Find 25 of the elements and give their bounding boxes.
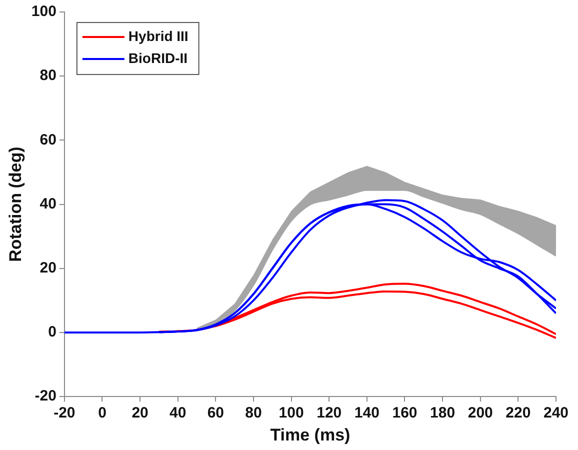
x-tick-label: 0 (98, 404, 106, 422)
x-axis-title: Time (ms) (270, 425, 350, 444)
y-tick-label: 40 (40, 195, 56, 212)
y-tick-label: 0 (48, 324, 56, 341)
y-tick-label: 60 (40, 131, 56, 148)
y-tick-label: 20 (40, 260, 56, 277)
x-tick-label: 40 (170, 404, 186, 422)
x-tick-label: 140 (354, 404, 380, 422)
x-tick-label: 60 (207, 404, 224, 422)
x-tick-label: -20 (54, 404, 76, 422)
y-axis-title: Rotation (deg) (6, 146, 25, 262)
y-tick-label: 100 (31, 3, 56, 20)
x-tick-label: 160 (392, 404, 418, 422)
x-tick-label: 120 (316, 404, 342, 422)
y-tick-label: 80 (40, 67, 56, 84)
legend-label: BioRID-II (128, 50, 188, 66)
x-tick-label: 180 (430, 404, 456, 422)
x-tick-label: 240 (543, 404, 569, 422)
x-tick-label: 80 (245, 404, 262, 422)
x-tick-label: 220 (506, 404, 531, 422)
x-tick-label: 200 (468, 404, 493, 422)
x-tick-label: 20 (132, 404, 148, 422)
y-tick-label: -20 (34, 388, 56, 405)
x-tick-label: 100 (278, 404, 304, 422)
legend-label: Hybrid III (128, 28, 188, 44)
